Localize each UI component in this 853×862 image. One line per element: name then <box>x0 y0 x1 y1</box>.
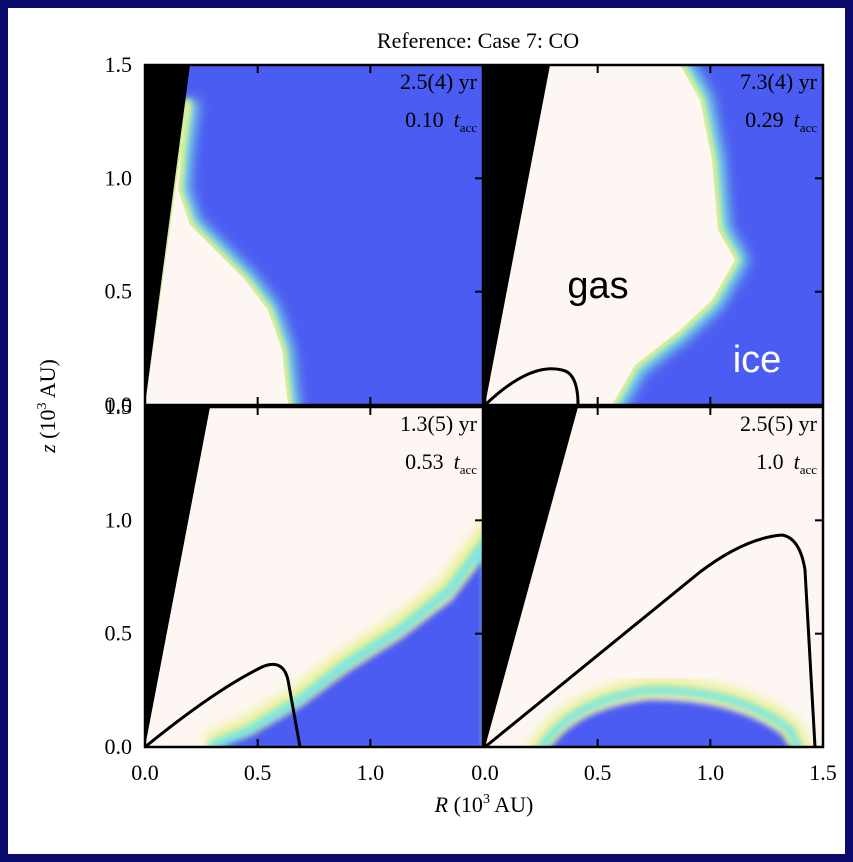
panel-time: 7.3(4) yr <box>740 69 818 94</box>
x-exponent: 3 <box>483 792 490 807</box>
y-tick-label: 0.0 <box>105 392 133 417</box>
tacc-symbol: t <box>454 107 461 132</box>
x-symbol: R <box>434 792 449 817</box>
x-tick-label: 1.0 <box>357 760 385 785</box>
tacc-symbol: t <box>794 107 801 132</box>
panel-map <box>485 65 823 405</box>
x-tick-label: 1.5 <box>809 760 837 785</box>
panel-map <box>145 407 483 747</box>
x-axis-label: R (103 AU) <box>434 792 534 817</box>
x-unit-open: (10 <box>454 792 483 817</box>
tacc-subscript: acc <box>800 120 818 135</box>
panel-map <box>145 65 483 405</box>
tacc-subscript: acc <box>800 462 818 477</box>
x-tick-label: 0.5 <box>584 760 612 785</box>
y-tick-label: 0.5 <box>105 279 133 304</box>
panel-frame <box>483 63 825 407</box>
y-unit-close: AU) <box>35 359 60 398</box>
y-exponent: 3 <box>35 403 50 410</box>
x-tick-label: 0.5 <box>244 760 272 785</box>
tacc-value: 0.10 <box>405 107 444 132</box>
panel-time: 2.5(4) yr <box>400 69 478 94</box>
y-tick-label: 0.5 <box>105 621 133 646</box>
panel-frame <box>483 405 825 749</box>
y-axis-label: z (103 AU) <box>35 359 60 454</box>
x-tick-label: 1.0 <box>697 760 725 785</box>
panel-map <box>485 407 823 747</box>
y-unit-open: (10 <box>35 410 60 439</box>
region-label: ice <box>733 339 782 381</box>
x-tick-label: 0.0 <box>131 760 159 785</box>
panel-tacc: 0.10 tacc <box>405 107 477 135</box>
panel-time: 1.3(5) yr <box>400 411 478 436</box>
tacc-value: 0.53 <box>405 449 444 474</box>
title: Reference: Case 7: CO <box>377 28 579 53</box>
tacc-value: 1.0 <box>756 449 784 474</box>
tacc-subscript: acc <box>460 120 478 135</box>
x-unit-close: AU) <box>494 792 533 817</box>
panel-tacc: 0.53 tacc <box>405 449 477 477</box>
tacc-value: 0.29 <box>745 107 784 132</box>
y-tick-label: 0.0 <box>105 734 133 759</box>
panel-frame <box>143 63 485 407</box>
y-tick-label: 1.5 <box>105 52 133 77</box>
tacc-subscript: acc <box>460 462 478 477</box>
region-label: gas <box>567 265 628 307</box>
panel-tacc: 1.0 tacc <box>756 449 817 477</box>
tacc-symbol: t <box>794 449 801 474</box>
panel-frame <box>143 405 485 749</box>
panel-time: 2.5(5) yr <box>740 411 818 436</box>
x-tick-label: 0.0 <box>471 760 499 785</box>
y-tick-label: 1.0 <box>105 507 133 532</box>
y-tick-label: 1.0 <box>105 165 133 190</box>
panel-tacc: 0.29 tacc <box>745 107 817 135</box>
tacc-symbol: t <box>454 449 461 474</box>
y-symbol: z <box>35 444 60 454</box>
y-tick-label: 1.5 <box>105 394 133 419</box>
